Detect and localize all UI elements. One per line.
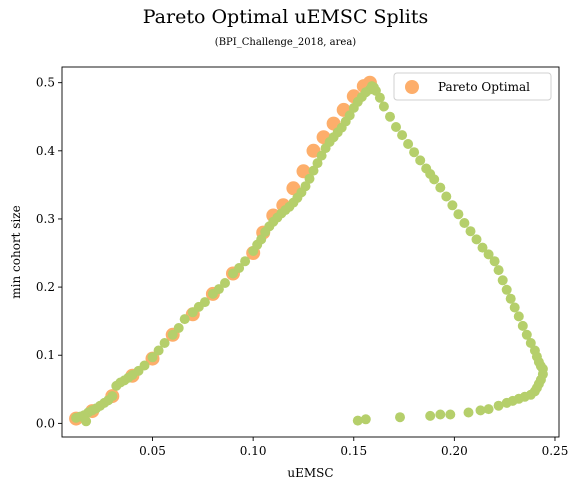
secondary-point bbox=[397, 130, 408, 141]
legend-label: Pareto Optimal bbox=[438, 80, 530, 94]
secondary-point bbox=[300, 181, 311, 192]
y-tick-label: 0.5 bbox=[36, 76, 55, 90]
secondary-point bbox=[395, 412, 405, 423]
secondary-point bbox=[497, 275, 508, 286]
secondary-point bbox=[525, 338, 536, 348]
secondary-point bbox=[509, 302, 520, 313]
secondary-point bbox=[415, 155, 426, 166]
secondary-point bbox=[459, 218, 470, 228]
secondary-point bbox=[308, 165, 319, 176]
secondary-point bbox=[159, 338, 170, 348]
secondary-point bbox=[521, 329, 532, 340]
secondary-point bbox=[391, 122, 401, 132]
secondary-point bbox=[234, 263, 245, 273]
secondary-point bbox=[471, 234, 482, 245]
secondary-point bbox=[147, 352, 158, 363]
secondary-point bbox=[81, 416, 92, 427]
secondary-point bbox=[425, 410, 436, 421]
secondary-point bbox=[441, 191, 452, 202]
secondary-point bbox=[240, 256, 251, 267]
x-axis: 0.05 0.10 0.15 0.20 0.25 bbox=[139, 437, 568, 458]
secondary-point bbox=[256, 234, 267, 245]
x-axis-label: uEMSC bbox=[287, 466, 333, 480]
secondary-point bbox=[312, 158, 323, 169]
secondary-point bbox=[483, 404, 494, 415]
secondary-point bbox=[316, 150, 327, 161]
secondary-point bbox=[447, 200, 458, 211]
secondary-point bbox=[385, 111, 395, 122]
secondary-point bbox=[352, 415, 363, 426]
y-axis: 0.0 0.1 0.2 0.3 0.4 0.5 bbox=[36, 76, 62, 430]
secondary-point bbox=[220, 278, 230, 288]
y-tick-label: 0.4 bbox=[36, 144, 55, 158]
secondary-point bbox=[501, 397, 512, 408]
secondary-point bbox=[489, 256, 500, 267]
secondary-point bbox=[435, 182, 446, 193]
secondary-point bbox=[374, 92, 385, 103]
secondary-point bbox=[139, 360, 150, 371]
y-tick-label: 0.3 bbox=[36, 212, 55, 226]
y-tick-label: 0.2 bbox=[36, 280, 55, 294]
secondary-point bbox=[344, 110, 355, 121]
secondary-point bbox=[477, 242, 488, 253]
secondary-point bbox=[475, 405, 486, 416]
legend-box bbox=[393, 72, 552, 101]
secondary-point bbox=[429, 174, 440, 185]
secondary-point bbox=[360, 414, 371, 425]
secondary-point bbox=[445, 409, 456, 420]
x-tick-label: 0.20 bbox=[441, 444, 468, 458]
secondary-point bbox=[167, 329, 178, 340]
secondary-point bbox=[409, 147, 420, 158]
secondary-point bbox=[483, 249, 494, 260]
y-tick-label: 0.1 bbox=[36, 348, 55, 362]
secondary-points-layer bbox=[71, 81, 548, 427]
chart-subtitle: (BPI_Challenge_2018, area) bbox=[214, 37, 357, 48]
secondary-point bbox=[493, 400, 504, 411]
legend: Pareto Optimal bbox=[393, 72, 552, 101]
secondary-point bbox=[463, 407, 474, 418]
legend-marker bbox=[405, 80, 419, 94]
pareto-points-layer bbox=[69, 75, 377, 426]
secondary-point bbox=[505, 293, 516, 304]
chart-title: Pareto Optimal uEMSC Splits bbox=[142, 6, 429, 28]
x-tick-label: 0.05 bbox=[139, 444, 166, 458]
secondary-point bbox=[213, 284, 224, 295]
x-tick-label: 0.10 bbox=[240, 444, 267, 458]
y-axis-label: min cohort size bbox=[9, 205, 23, 298]
secondary-point bbox=[493, 265, 504, 276]
secondary-point bbox=[173, 323, 184, 333]
x-tick-label: 0.25 bbox=[542, 444, 569, 458]
secondary-point bbox=[453, 209, 464, 220]
secondary-point bbox=[179, 314, 190, 325]
secondary-point bbox=[403, 139, 414, 149]
x-tick-label: 0.15 bbox=[340, 444, 367, 458]
secondary-point bbox=[153, 345, 164, 356]
y-tick-label: 0.0 bbox=[36, 416, 55, 430]
secondary-point bbox=[513, 311, 524, 322]
secondary-point bbox=[435, 409, 446, 420]
secondary-point bbox=[501, 284, 512, 295]
secondary-point bbox=[378, 101, 389, 112]
secondary-point bbox=[465, 226, 476, 237]
secondary-point bbox=[304, 173, 315, 184]
secondary-point bbox=[199, 297, 210, 308]
secondary-point bbox=[517, 320, 528, 331]
plot-frame bbox=[61, 66, 560, 438]
secondary-point bbox=[107, 391, 118, 402]
